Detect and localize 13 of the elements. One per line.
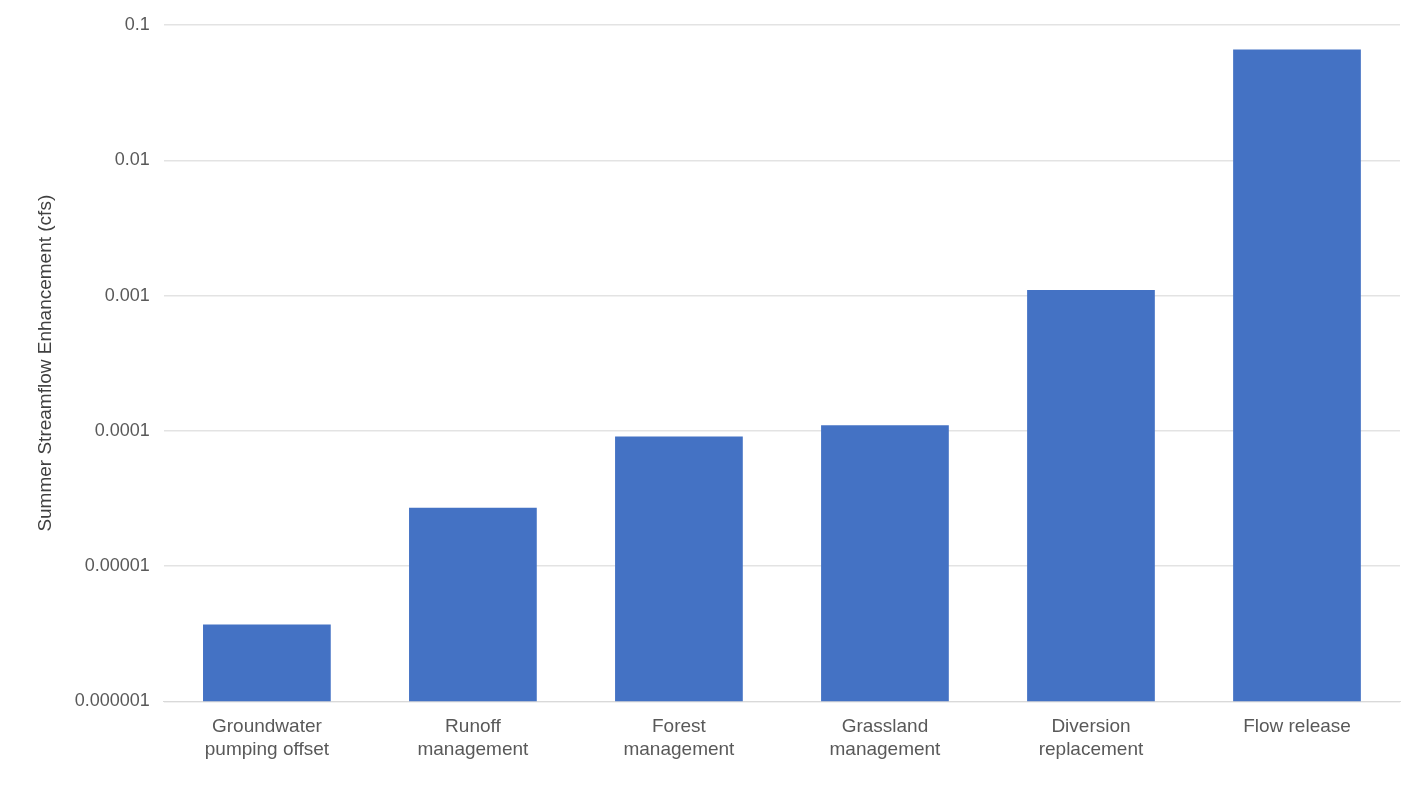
y-tick-label: 0.1: [124, 13, 150, 34]
x-tick-label: Runoff management: [417, 715, 530, 759]
y-tick-label: 0.00001: [84, 555, 150, 576]
y-tick-label: 0.01: [114, 149, 150, 170]
x-tick-label: Flow release: [1243, 715, 1351, 737]
x-tick-label: Grassland management: [829, 715, 942, 759]
x-tick-label: Diversion replacement: [1038, 715, 1144, 759]
y-axis-title: Summer Streamflow Enhancement (cfs): [33, 194, 55, 532]
y-tick-label: 0.001: [104, 284, 150, 305]
x-tick-label: Groundwater pumping offset: [204, 715, 330, 759]
y-tick-label: 0.000001: [74, 690, 150, 711]
y-tick-label: 0.0001: [94, 419, 150, 440]
x-tick-label: Forest management: [623, 715, 736, 759]
